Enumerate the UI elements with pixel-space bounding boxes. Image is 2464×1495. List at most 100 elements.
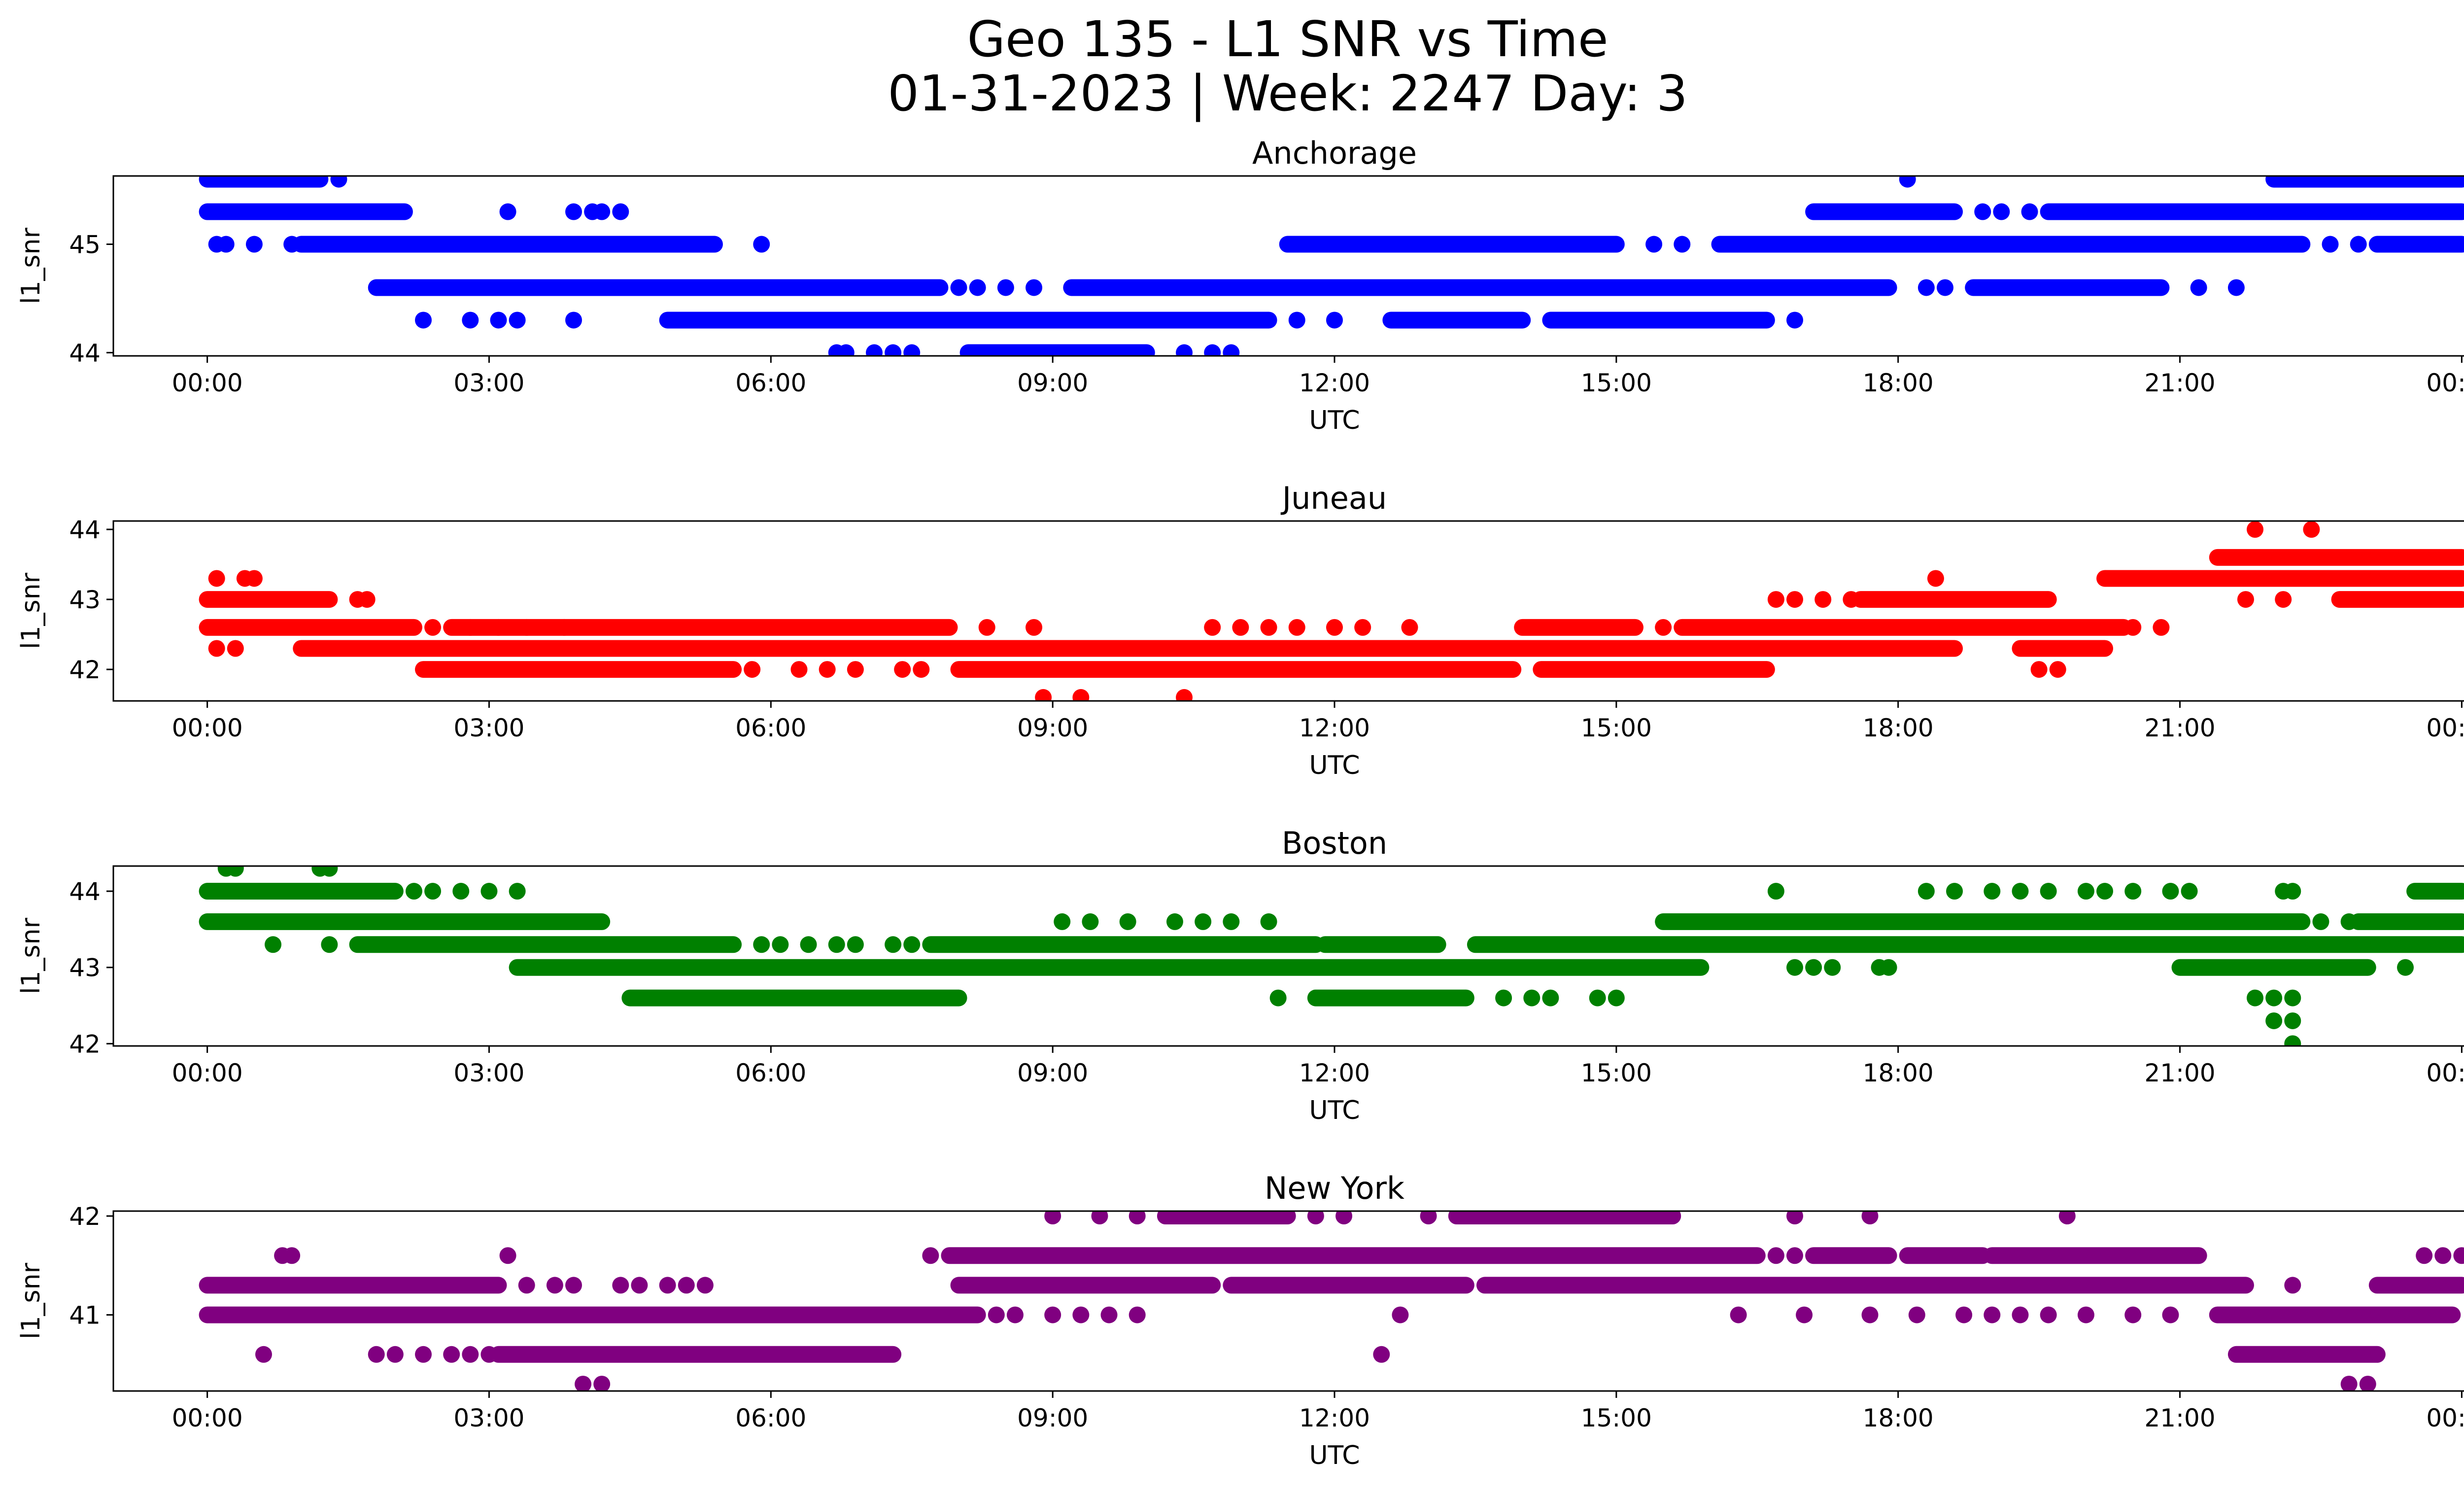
data-point: [1561, 1211, 1578, 1225]
x-tick-label: 09:00: [1017, 1059, 1088, 1087]
data-point: [593, 1375, 611, 1391]
data-point: [2077, 1306, 2094, 1323]
data-point: [2322, 236, 2339, 253]
data-point: [518, 619, 535, 636]
data-point: [1917, 883, 1935, 900]
data-point: [321, 936, 338, 953]
data-point: [1044, 1211, 1061, 1225]
data-point: [1129, 1211, 1146, 1225]
data-point: [2162, 883, 2179, 900]
data-point: [2284, 1012, 2301, 1029]
data-point: [865, 344, 883, 356]
data-point: [2312, 913, 2329, 930]
data-point: [1100, 1306, 1118, 1323]
data-point: [565, 203, 582, 220]
data-point: [1843, 591, 1860, 608]
data-point: [1354, 619, 1371, 636]
data-point: [2124, 1306, 2142, 1323]
subplot-title: Anchorage: [1252, 135, 1417, 171]
data-point: [555, 619, 573, 636]
data-point: [1091, 1211, 1108, 1225]
data-point: [1166, 913, 1183, 930]
data-point: [2340, 913, 2358, 930]
data-point: [1908, 1306, 1925, 1323]
figure-title-line-1: Geo 135 - L1 SNR vs Time: [967, 10, 1608, 68]
data-point: [1636, 1211, 1653, 1225]
data-point: [2021, 203, 2038, 220]
data-point: [443, 1346, 460, 1363]
data-point: [2096, 203, 2114, 220]
axes-frame: [112, 175, 2464, 357]
data-point: [405, 883, 422, 900]
data-point: [546, 1277, 563, 1294]
data-point: [1176, 689, 1193, 701]
data-point: [753, 936, 770, 953]
data-point: [2434, 1247, 2452, 1264]
x-tick-label: 15:00: [1581, 714, 1652, 742]
data-point: [1786, 1211, 1804, 1225]
data-point: [208, 570, 225, 587]
data-point: [978, 619, 995, 636]
data-point: [753, 236, 770, 253]
data-point: [386, 1346, 404, 1363]
x-tick-label: 15:00: [1581, 1059, 1652, 1087]
data-point: [1984, 1306, 2001, 1323]
data-point: [1917, 279, 1935, 296]
data-point: [885, 936, 902, 953]
data-point: [2284, 989, 2301, 1007]
x-axis-label: UTC: [1309, 1441, 1360, 1470]
data-point: [2096, 883, 2114, 900]
data-point: [462, 619, 479, 636]
data-point: [1523, 989, 1540, 1007]
subplot-juneau: 00:00 03:00 06:00 09:00 12:00 15:00 18:00 21:00…: [16, 480, 2464, 780]
data-point: [2227, 279, 2245, 296]
data-point: [452, 883, 470, 900]
subplot-new-york: 00:00 03:00 06:00 09:00 12:00 15:00 18:00 21:00…: [16, 1170, 2464, 1470]
x-tick-label: 06:00: [735, 714, 806, 742]
data-point: [245, 236, 263, 253]
y-tick-label: 42: [69, 1202, 101, 1231]
data-point: [509, 312, 526, 329]
data-point: [1326, 619, 1343, 636]
y-tick-label: 44: [69, 339, 101, 367]
data-point: [593, 203, 611, 220]
data-point: [1373, 1346, 1390, 1363]
data-point: [1269, 989, 1287, 1007]
x-tick-label: 15:00: [1581, 1404, 1652, 1432]
data-point: [1655, 619, 1672, 636]
data-point: [1288, 619, 1305, 636]
data-point: [790, 661, 808, 678]
x-tick-label: 03:00: [453, 369, 524, 397]
data-point: [837, 344, 855, 356]
data-point: [575, 1375, 592, 1391]
data-point: [1420, 1211, 1437, 1225]
data-point: [903, 344, 921, 356]
data-point: [1955, 1306, 1973, 1323]
data-point: [950, 279, 967, 296]
data-point: [2359, 1375, 2376, 1391]
x-tick-label: 03:00: [453, 1404, 524, 1432]
data-point: [1035, 689, 1052, 701]
data-point: [1927, 570, 1944, 587]
data-points: [199, 866, 2464, 1046]
x-tick-label: 21:00: [2144, 1404, 2215, 1432]
y-tick-label: 42: [69, 1030, 101, 1058]
data-point: [997, 279, 1014, 296]
data-point: [2275, 591, 2292, 608]
data-point: [368, 1346, 385, 1363]
subplot-title: Juneau: [1280, 480, 1387, 516]
data-point: [330, 176, 347, 188]
data-point: [1861, 1211, 1879, 1225]
data-point: [1044, 1306, 1061, 1323]
data-point: [1814, 591, 1832, 608]
data-point: [1326, 312, 1343, 329]
data-point: [1335, 1211, 1353, 1225]
data-point: [2237, 591, 2254, 608]
y-axis-label: l1_snr: [16, 572, 46, 649]
data-point: [1223, 344, 1240, 356]
x-tick-label: 06:00: [735, 369, 806, 397]
y-tick-label: 41: [69, 1301, 101, 1330]
y-axis-label: l1_snr: [16, 227, 46, 304]
data-point: [2247, 521, 2264, 538]
data-point: [480, 883, 498, 900]
